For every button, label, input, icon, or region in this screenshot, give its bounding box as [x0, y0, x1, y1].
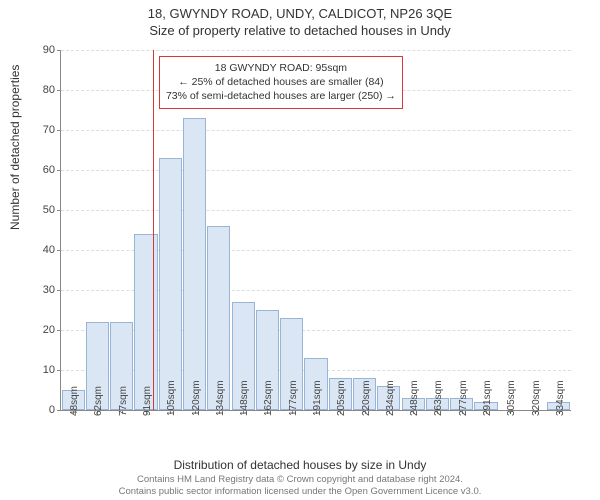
- x-tick-label: 334sqm: [555, 380, 566, 416]
- y-tick-label: 30: [25, 284, 55, 296]
- footer-line2: Contains public sector information licen…: [0, 486, 600, 498]
- x-tick-label: 62sqm: [93, 386, 104, 416]
- annotation-line: 73% of semi-detached houses are larger (…: [166, 89, 396, 103]
- y-tick-label: 50: [25, 204, 55, 216]
- bar: [183, 118, 206, 410]
- chart-area: 010203040506070809048sqm62sqm77sqm91sqm1…: [60, 50, 570, 410]
- chart-container: 18, GWYNDY ROAD, UNDY, CALDICOT, NP26 3Q…: [0, 0, 600, 500]
- x-tick-label: 248sqm: [409, 380, 420, 416]
- x-tick-label: 162sqm: [263, 380, 274, 416]
- y-tick: [57, 170, 61, 171]
- x-tick-label: 191sqm: [312, 380, 323, 416]
- y-axis-title: Number of detached properties: [8, 65, 22, 230]
- y-tick-label: 60: [25, 164, 55, 176]
- y-tick: [57, 210, 61, 211]
- bar: [134, 234, 157, 410]
- footer-attribution: Contains HM Land Registry data © Crown c…: [0, 474, 600, 498]
- x-tick-label: 305sqm: [506, 380, 517, 416]
- x-tick-label: 120sqm: [191, 380, 202, 416]
- x-tick-label: 134sqm: [215, 380, 226, 416]
- y-tick: [57, 250, 61, 251]
- annotation-box: 18 GWYNDY ROAD: 95sqm← 25% of detached h…: [159, 56, 403, 109]
- x-tick-label: 105sqm: [166, 380, 177, 416]
- y-tick: [57, 410, 61, 411]
- chart-title-subtitle: Size of property relative to detached ho…: [0, 21, 600, 38]
- grid-line: [61, 50, 571, 51]
- y-tick: [57, 370, 61, 371]
- y-tick-label: 0: [25, 404, 55, 416]
- x-tick-label: 205sqm: [336, 380, 347, 416]
- x-tick-label: 48sqm: [69, 386, 80, 416]
- x-axis-title: Distribution of detached houses by size …: [0, 458, 600, 472]
- annotation-line: 18 GWYNDY ROAD: 95sqm: [166, 61, 396, 75]
- x-tick-label: 263sqm: [433, 380, 444, 416]
- x-tick-label: 277sqm: [458, 380, 469, 416]
- annotation-line: ← 25% of detached houses are smaller (84…: [166, 75, 396, 89]
- reference-line: [153, 50, 154, 410]
- y-tick-label: 70: [25, 124, 55, 136]
- y-tick: [57, 90, 61, 91]
- plot-area: 010203040506070809048sqm62sqm77sqm91sqm1…: [60, 50, 571, 411]
- y-tick: [57, 130, 61, 131]
- y-tick-label: 90: [25, 44, 55, 56]
- grid-line: [61, 130, 571, 131]
- bar: [159, 158, 182, 410]
- grid-line: [61, 210, 571, 211]
- x-tick-label: 177sqm: [288, 380, 299, 416]
- y-tick: [57, 330, 61, 331]
- footer-line1: Contains HM Land Registry data © Crown c…: [0, 474, 600, 486]
- x-tick-label: 220sqm: [361, 380, 372, 416]
- y-tick-label: 40: [25, 244, 55, 256]
- x-tick-label: 234sqm: [385, 380, 396, 416]
- grid-line: [61, 170, 571, 171]
- x-tick-label: 148sqm: [239, 380, 250, 416]
- y-tick: [57, 290, 61, 291]
- y-tick-label: 10: [25, 364, 55, 376]
- x-tick-label: 91sqm: [142, 386, 153, 416]
- y-tick-label: 20: [25, 324, 55, 336]
- x-tick-label: 291sqm: [482, 380, 493, 416]
- y-tick: [57, 50, 61, 51]
- chart-title-address: 18, GWYNDY ROAD, UNDY, CALDICOT, NP26 3Q…: [0, 0, 600, 21]
- x-tick-label: 320sqm: [531, 380, 542, 416]
- x-tick-label: 77sqm: [118, 386, 129, 416]
- y-tick-label: 80: [25, 84, 55, 96]
